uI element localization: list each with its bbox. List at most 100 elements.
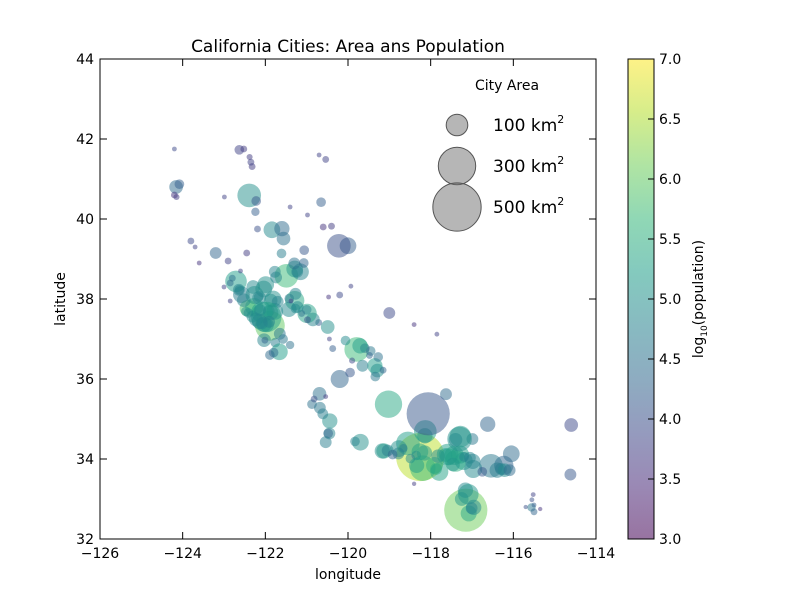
city-marker: [531, 502, 537, 508]
size-legend-label: 100 km2: [493, 113, 564, 136]
city-marker: [328, 222, 335, 230]
y-tick-label: 42: [76, 132, 94, 148]
x-axis-ticks: −126 −124 −122 −120 −118 −116 −114: [81, 59, 616, 562]
city-marker: [316, 152, 322, 158]
city-marker: [209, 247, 222, 259]
city-marker: [174, 179, 185, 190]
city-marker: [336, 291, 344, 299]
city-marker: [316, 197, 326, 208]
city-marker: [366, 351, 373, 359]
chart-title: California Cities: Area ans Population: [191, 37, 505, 57]
city-marker: [448, 432, 463, 447]
size-legend-label: 300 km2: [493, 154, 564, 177]
x-tick-label: −118: [411, 546, 449, 562]
city-marker: [434, 331, 440, 337]
city-marker: [268, 265, 281, 278]
city-marker: [196, 260, 202, 266]
city-marker: [538, 506, 543, 512]
y-tick-label: 36: [76, 372, 94, 388]
city-marker: [502, 445, 520, 463]
city-marker: [564, 468, 577, 481]
city-marker: [411, 481, 417, 486]
city-marker: [329, 345, 337, 353]
city-marker: [345, 367, 355, 378]
city-marker: [247, 158, 255, 166]
city-marker: [430, 462, 449, 481]
city-marker: [257, 276, 275, 293]
colorbar-tick-label: 4.5: [659, 352, 681, 368]
city-marker: [288, 257, 301, 270]
city-marker: [299, 245, 310, 256]
colorbar-tick-label: 7.0: [659, 52, 681, 68]
city-marker: [356, 359, 369, 372]
city-marker: [173, 193, 180, 201]
colorbar-tick-label: 4.0: [659, 412, 681, 428]
city-marker: [276, 248, 287, 259]
city-marker: [399, 444, 408, 453]
colorbar-tick-label: 6.0: [659, 172, 681, 188]
colorbar-label: log10(population): [691, 240, 710, 358]
colorbar: 3.0 3.5 4.0 4.5 5.0 5.5 6.0 6.5 7.0 log10(popula…: [627, 52, 710, 548]
city-marker: [530, 492, 536, 498]
city-marker: [310, 395, 318, 403]
colorbar-tick-label: 3.5: [659, 472, 681, 488]
city-marker: [171, 146, 177, 152]
city-marker: [406, 392, 450, 436]
city-marker: [305, 212, 310, 218]
city-marker: [327, 233, 351, 258]
city-marker: [288, 298, 294, 304]
city-marker: [261, 336, 269, 344]
city-marker: [465, 502, 478, 515]
city-marker: [234, 284, 245, 295]
city-marker: [274, 220, 290, 237]
city-marker: [221, 284, 227, 290]
city-marker: [411, 443, 429, 461]
city-marker: [285, 340, 295, 350]
city-marker: [323, 428, 334, 439]
colorbar-tick-label: 5.0: [659, 292, 681, 308]
city-marker: [263, 315, 276, 328]
city-marker: [289, 287, 302, 300]
city-marker: [317, 408, 329, 420]
city-marker: [326, 336, 332, 342]
city-marker: [281, 301, 297, 318]
scatter-markers: [169, 144, 579, 532]
city-marker: [370, 371, 381, 382]
city-marker: [352, 338, 368, 354]
x-tick-label: −114: [577, 546, 616, 562]
city-marker: [224, 257, 232, 265]
size-legend-title: City Area: [475, 78, 539, 94]
city-marker: [323, 394, 329, 400]
city-marker: [480, 416, 496, 432]
y-tick-label: 44: [76, 52, 94, 68]
city-marker: [340, 335, 351, 346]
city-marker: [387, 449, 398, 460]
city-marker: [268, 347, 279, 358]
city-marker: [287, 204, 293, 210]
city-marker: [238, 268, 243, 274]
city-marker: [503, 464, 516, 477]
x-tick-label: −116: [494, 546, 533, 562]
x-tick-label: −126: [81, 546, 120, 562]
size-legend-label-superscript: 2: [557, 154, 564, 167]
colorbar-ticks: 3.0 3.5 4.0 4.5 5.0 5.5 6.0 6.5 7.0: [648, 52, 681, 548]
city-marker: [246, 153, 253, 161]
city-marker: [298, 258, 309, 268]
y-axis-ticks: 32 34 36 38 40 42 44: [76, 52, 596, 548]
city-marker: [379, 366, 387, 374]
city-marker: [319, 223, 327, 231]
city-marker: [226, 279, 234, 287]
city-marker: [446, 457, 460, 472]
y-tick-label: 32: [76, 532, 94, 548]
colorbar-tick-label: 3.0: [659, 532, 681, 548]
city-marker: [278, 334, 288, 344]
city-marker: [326, 294, 332, 300]
city-marker: [251, 207, 260, 216]
colorbar-tick-label: 6.5: [659, 112, 681, 128]
city-marker: [459, 452, 469, 462]
city-marker: [523, 504, 528, 510]
city-marker: [243, 249, 251, 257]
city-marker: [564, 418, 579, 432]
size-legend-label: 500 km2: [493, 195, 564, 218]
